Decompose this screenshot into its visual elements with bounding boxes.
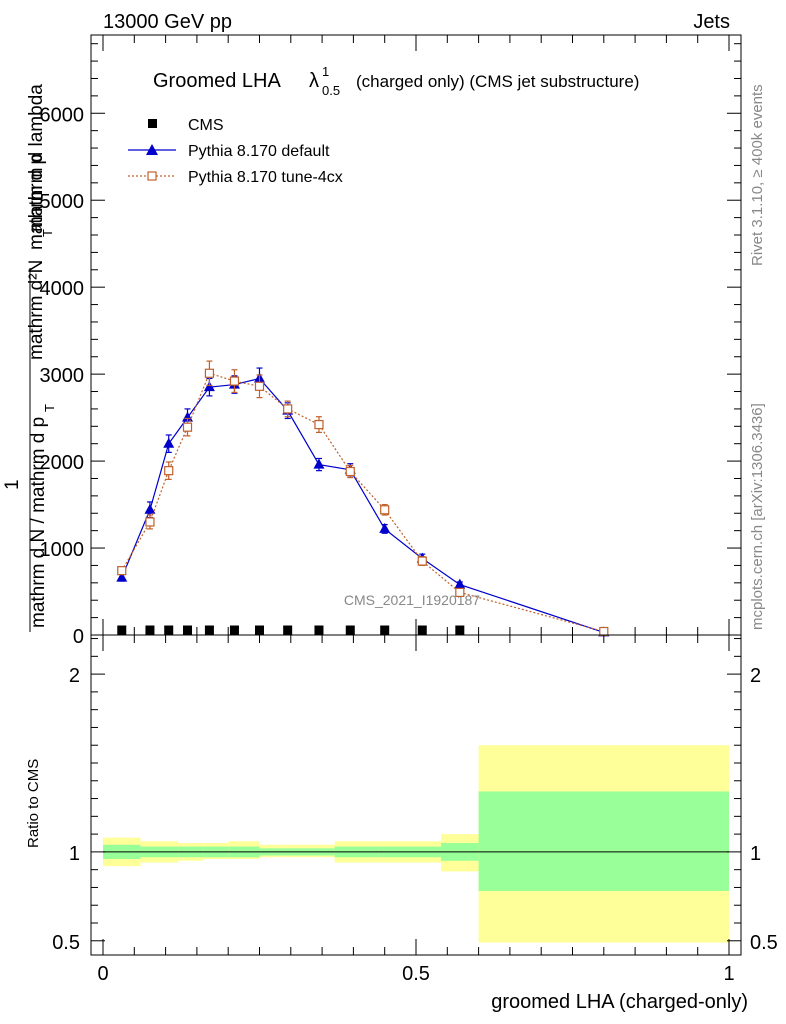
legend-label-cms: CMS — [188, 117, 224, 134]
main-y-label: 1 mathrm d²N mathrm d p T mathrm d lambd… — [2, 84, 57, 632]
y-label-numerator: mathrm d²N — [26, 260, 47, 360]
data-point — [183, 625, 193, 635]
data-point — [313, 458, 325, 469]
title-symbol: λ — [309, 70, 319, 92]
ratio-panel: 0.5 0.51 12 2 0 0.5 1 Ratio to CMS groomed LH… — [25, 634, 778, 1013]
data-point — [455, 625, 465, 635]
data-point — [145, 517, 155, 527]
ratio-y-tick-label-right: 2 — [750, 665, 761, 687]
header-right-label: Jets — [693, 11, 730, 33]
y-label-num-a: mathrm d²N — [26, 260, 47, 360]
data-point — [283, 625, 293, 635]
mcplots-label: mcplots.cern.ch [arXiv:1306.3436] — [749, 403, 766, 630]
legend-marker-default — [146, 144, 158, 155]
ratio-y-tick-label-right: 0.5 — [750, 932, 778, 954]
y-tick-label: 3000 — [40, 365, 85, 387]
main-title: Groomed LHA λ 1 0.5 (charged only) (CMS … — [153, 64, 639, 98]
data-point — [255, 625, 264, 635]
title-sub: 0.5 — [322, 83, 340, 98]
y-tick-label: 2000 — [40, 452, 85, 474]
y-label-num-c: mathrm d lambda — [26, 84, 47, 232]
main-y-axis: 0 1000 2000 3000 4000 5000 6000 — [40, 43, 741, 648]
ratio-y-tick-label: 2 — [69, 665, 80, 687]
data-point — [144, 503, 156, 514]
data-point — [229, 625, 239, 635]
x-tick-label: 0 — [97, 963, 108, 985]
data-point — [314, 625, 324, 635]
rivet-label: Rivet 3.1.10, ≥ 400k events — [749, 84, 766, 266]
ratio-y-tick-label-right: 1 — [750, 843, 761, 865]
y-label-num-b: mathrm d p — [26, 154, 47, 250]
y-label-top: 1 — [2, 479, 23, 490]
main-panel: 0 1000 2000 3000 4000 5000 6000 CMS_2021_I1920… — [2, 34, 742, 648]
data-point — [204, 625, 214, 635]
data-point — [163, 437, 175, 448]
y-tick-label: 0 — [73, 626, 84, 648]
data-point — [164, 625, 174, 635]
data-point — [417, 625, 427, 635]
legend-label-default: Pythia 8.170 default — [188, 143, 330, 160]
y-label-denominator-sub: T — [42, 404, 57, 412]
legend: CMS Pythia 8.170 default Pythia 8.170 tu… — [128, 117, 343, 186]
data-point — [203, 381, 215, 392]
data-point — [117, 566, 127, 576]
data-point — [380, 625, 390, 635]
data-point — [454, 578, 466, 589]
watermark: CMS_2021_I1920187 — [344, 592, 480, 608]
ratio-stat-band — [478, 791, 729, 891]
svg-text:Groomed LHA: Groomed LHA — [153, 70, 281, 92]
y-tick-label: 1000 — [40, 539, 85, 561]
legend-marker-tune — [147, 171, 157, 181]
header-left-label: 13000 GeV pp — [103, 11, 232, 33]
data-point — [117, 625, 127, 635]
title-main: Groomed LHA — [153, 70, 281, 92]
y-tick-label: 4000 — [40, 278, 85, 300]
data-point — [380, 505, 390, 515]
y-tick-label: 5000 — [40, 191, 85, 213]
ratio-y-axis: 0.5 0.5 1 1 2 2 — [52, 638, 778, 954]
data-point — [314, 419, 324, 430]
data-point — [254, 381, 265, 391]
data-point — [116, 571, 128, 582]
data-point — [145, 625, 155, 635]
ratio-x-axis: 0 0.5 1 — [97, 635, 735, 985]
x-axis-label: groomed LHA (charged-only) — [491, 991, 748, 1013]
legend-label-tune: Pythia 8.170 tune-4cx — [188, 169, 343, 186]
ratio-y-tick-label: 0.5 — [52, 932, 80, 954]
series-line — [121, 372, 604, 633]
data-point — [599, 626, 609, 637]
data-point — [182, 411, 194, 422]
series-cms — [117, 625, 465, 635]
legend-marker-cms — [148, 119, 157, 128]
data-point — [182, 422, 193, 432]
x-tick-label: 0.5 — [402, 963, 430, 985]
title-rest: (charged only) (CMS jet substructure) — [356, 72, 639, 91]
data-point — [345, 466, 355, 477]
data-point — [229, 376, 240, 386]
ratio-y-label: Ratio to CMS — [25, 759, 42, 848]
data-point — [283, 404, 293, 414]
data-point — [455, 587, 465, 597]
y-label-numerator-c: mathrm d lambda — [26, 84, 47, 232]
data-point — [379, 522, 391, 533]
data-point — [417, 556, 427, 566]
data-point — [204, 368, 215, 378]
x-tick-label: 1 — [723, 963, 734, 985]
data-point — [345, 625, 355, 635]
title-sup: 1 — [322, 64, 329, 79]
y-label-numerator-sub: T — [40, 229, 55, 237]
data-point — [164, 466, 174, 476]
ratio-y-tick-label: 1 — [69, 843, 80, 865]
y-tick-label: 6000 — [40, 104, 85, 126]
y-label-denominator: mathrm d N / mathrm d p — [28, 417, 49, 628]
y-label-numerator-b: mathrm d p — [26, 154, 47, 250]
